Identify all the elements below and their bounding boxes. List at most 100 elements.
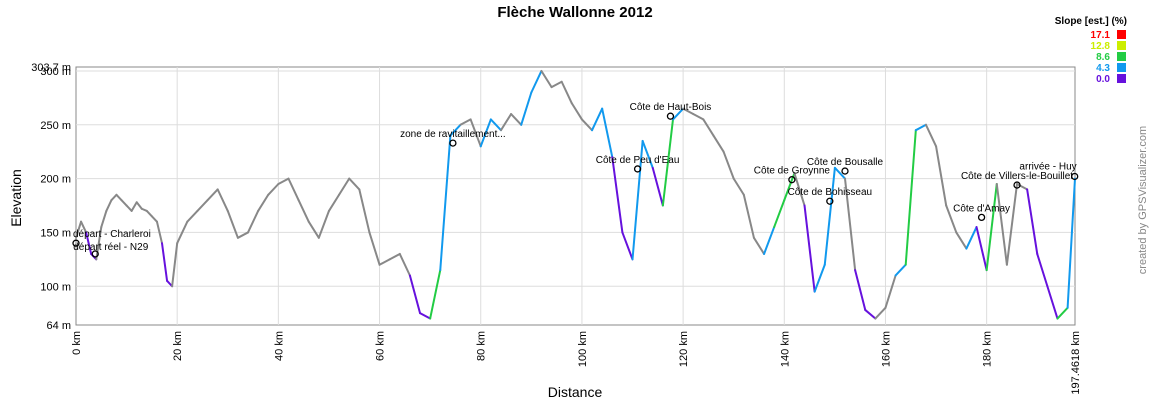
waypoint-markers: départ - Charleroi départ réel - N29 zone …: [72, 102, 1079, 258]
elevation-segment: [732, 177, 745, 196]
legend-entry-label: 0.0: [1096, 74, 1110, 85]
elevation-segment: [570, 102, 583, 121]
elevation-segment: [520, 91, 533, 126]
elevation-segment: [1066, 177, 1076, 309]
x-tick-label: 80 km: [476, 331, 488, 361]
elevation-segment: [671, 107, 685, 121]
waypoint-marker: [1071, 172, 1079, 181]
elevation-segment: [904, 129, 917, 266]
legend-swatch: [1117, 52, 1126, 61]
elevation-segment: [621, 231, 634, 261]
x-tick-label: 40 km: [273, 331, 285, 361]
elevation-segment: [186, 209, 199, 223]
y-tick-label: 150 m: [40, 227, 71, 239]
legend-entry-label: 17.1: [1091, 30, 1111, 41]
elevation-segment: [995, 182, 1008, 266]
elevation-segment: [196, 199, 209, 212]
elevation-segment: [823, 166, 836, 266]
elevation-segment: [580, 118, 594, 132]
elevation-segment: [161, 242, 169, 282]
elevation-segment: [277, 177, 290, 185]
elevation-segment: [398, 252, 411, 277]
elevation-segment: [348, 177, 361, 191]
elevation-segment: [550, 80, 563, 89]
elevation-segment: [945, 204, 958, 234]
x-tick-label: 20 km: [172, 331, 184, 361]
elevation-segment: [763, 226, 776, 255]
elevation-segment: [150, 215, 158, 223]
elevation-segment: [742, 193, 755, 239]
elevation-segment: [935, 145, 948, 207]
credit-text: created by GPSVisualizer.com: [1137, 126, 1149, 274]
elevation-segment: [85, 231, 93, 255]
elevation-segment: [130, 201, 138, 212]
elevation-segment: [120, 199, 128, 207]
waypoint-label: Côte de Bousalle: [807, 157, 884, 168]
elevation-segment: [115, 193, 123, 202]
elevation-segment: [171, 242, 179, 288]
waypoint-label: arrivée - Huy: [1019, 161, 1076, 172]
elevation-segment: [419, 312, 432, 320]
x-tick-label: 180 km: [982, 331, 994, 367]
elevation-segment: [601, 107, 614, 159]
waypoint-label: Côte d'Amay: [953, 203, 1010, 214]
legend-swatch: [1117, 30, 1126, 39]
elevation-segment: [247, 209, 260, 234]
elevation-segment: [459, 118, 472, 126]
legend-swatch: [1117, 41, 1126, 50]
elevation-segment: [1046, 285, 1059, 320]
elevation-segment: [95, 226, 103, 261]
waypoint-marker: [1013, 181, 1021, 189]
y-tick-label: 200 m: [40, 174, 71, 186]
elevation-segment: [874, 306, 887, 320]
waypoint-marker: [841, 167, 849, 175]
elevation-segment: [985, 182, 998, 272]
elevation-segment: [722, 150, 735, 180]
x-axis-ticks: 0 km 20 km 40 km 60 km 80 km 100 km 120 km 140 …: [71, 331, 1082, 395]
elevation-segment: [924, 123, 938, 148]
elevation-segment: [206, 188, 219, 202]
elevation-segment: [530, 69, 543, 94]
elevation-segment: [682, 107, 695, 116]
elevation-segment: [479, 118, 492, 148]
elevation-segment: [884, 274, 897, 309]
y-tick-label: 250 m: [40, 120, 71, 132]
legend-entries: 17.112.88.64.30.0: [1091, 30, 1126, 85]
elevation-segment: [641, 139, 654, 169]
elevation-segment: [955, 231, 968, 250]
elevation-segment: [236, 231, 250, 239]
y-tick-label: 300 m: [40, 66, 71, 78]
y-axis-label: Elevation: [8, 169, 24, 227]
legend-swatch: [1117, 74, 1126, 83]
elevation-segment: [833, 166, 846, 180]
elevation-segment: [975, 226, 988, 272]
elevation-segment: [712, 134, 725, 153]
elevation-segment: [176, 220, 189, 245]
elevation-segment: [1016, 182, 1029, 191]
elevation-segment: [110, 193, 118, 202]
waypoint-label: Côte de Villers-le-Bouillet: [961, 171, 1073, 182]
elevation-segment: [135, 201, 143, 210]
elevation-segment: [358, 188, 371, 234]
elevation-segment: [469, 118, 482, 148]
waypoint-marker: [449, 139, 457, 147]
waypoint-marker: [666, 112, 675, 120]
x-tick-label: 60 km: [375, 331, 387, 361]
y-tick-label: 64 m: [47, 320, 71, 332]
legend-title: Slope [est.] (%): [1055, 16, 1127, 27]
waypoint-label: Côte de Bohisseau: [788, 187, 873, 198]
waypoint-marker: [72, 239, 80, 247]
elevation-segment: [489, 118, 502, 132]
legend: Slope [est.] (%) 17.112.88.64.30.0: [1055, 16, 1127, 85]
elevation-segment: [287, 177, 300, 202]
waypoint-label: Côte de Haut-Bois: [630, 102, 712, 113]
y-tick-label: 303.7 m: [31, 62, 71, 74]
elevation-segment: [793, 172, 806, 207]
elevation-segment: [226, 209, 239, 239]
waypoint-marker: [826, 197, 834, 205]
elevation-segment: [894, 263, 907, 277]
legend-entry-label: 4.3: [1096, 63, 1110, 74]
legend-entry-label: 12.8: [1091, 41, 1111, 52]
